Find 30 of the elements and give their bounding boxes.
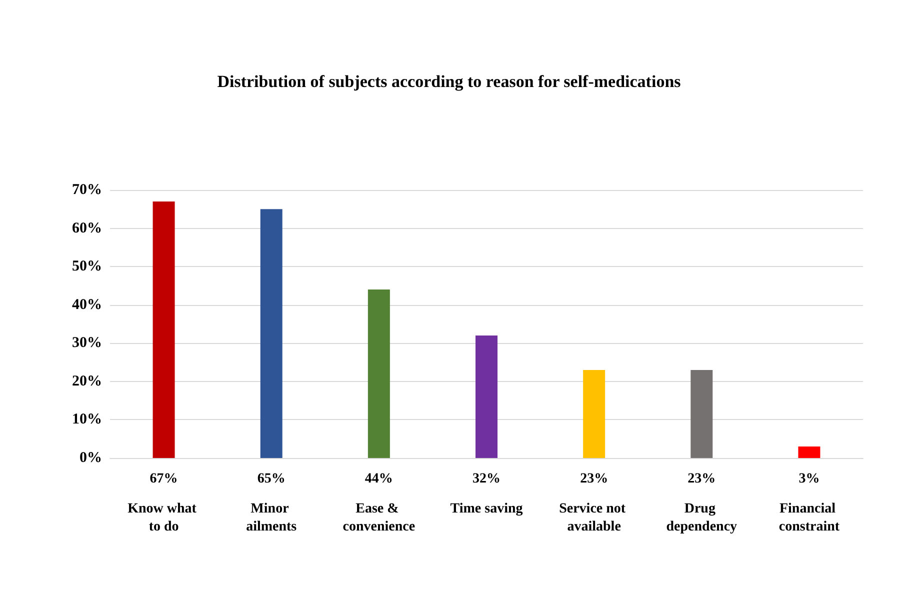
y-tick-label: 0%	[80, 450, 102, 466]
data-label: 32%	[472, 472, 500, 486]
x-tick-label: Financial constraint	[778, 502, 840, 534]
bar	[476, 335, 498, 458]
x-tick-label: Drug dependency	[666, 502, 738, 534]
y-tick-label: 40%	[72, 296, 102, 313]
x-tick-label: Time saving	[450, 502, 523, 516]
y-tick-label: 60%	[72, 220, 102, 236]
data-label: 23%	[688, 472, 716, 486]
bar	[798, 446, 820, 458]
x-tick-label: Ease & convenience	[342, 502, 416, 534]
data-label: 67%	[150, 472, 178, 486]
bar	[368, 290, 390, 458]
y-tick-label: 70%	[72, 182, 102, 198]
y-tick-label: 20%	[72, 373, 102, 390]
data-label: 3%	[798, 472, 820, 486]
x-tick-label: Know what to do	[128, 502, 200, 534]
chart-title: Distribution of subjects according to reason for self-medications	[217, 72, 682, 91]
data-label: 65%	[257, 472, 286, 486]
bar	[690, 370, 713, 458]
data-label: 23%	[580, 472, 608, 486]
y-tick-label: 50%	[72, 258, 102, 275]
bar	[583, 370, 606, 458]
bar	[152, 201, 175, 458]
data-label: 44%	[364, 472, 393, 486]
x-tick-label: Minor ailments	[246, 502, 298, 534]
bar	[260, 209, 282, 458]
y-tick-label: 30%	[72, 335, 102, 352]
y-tick-label: 10%	[72, 412, 102, 428]
x-tick-label: Service not available	[559, 502, 630, 534]
